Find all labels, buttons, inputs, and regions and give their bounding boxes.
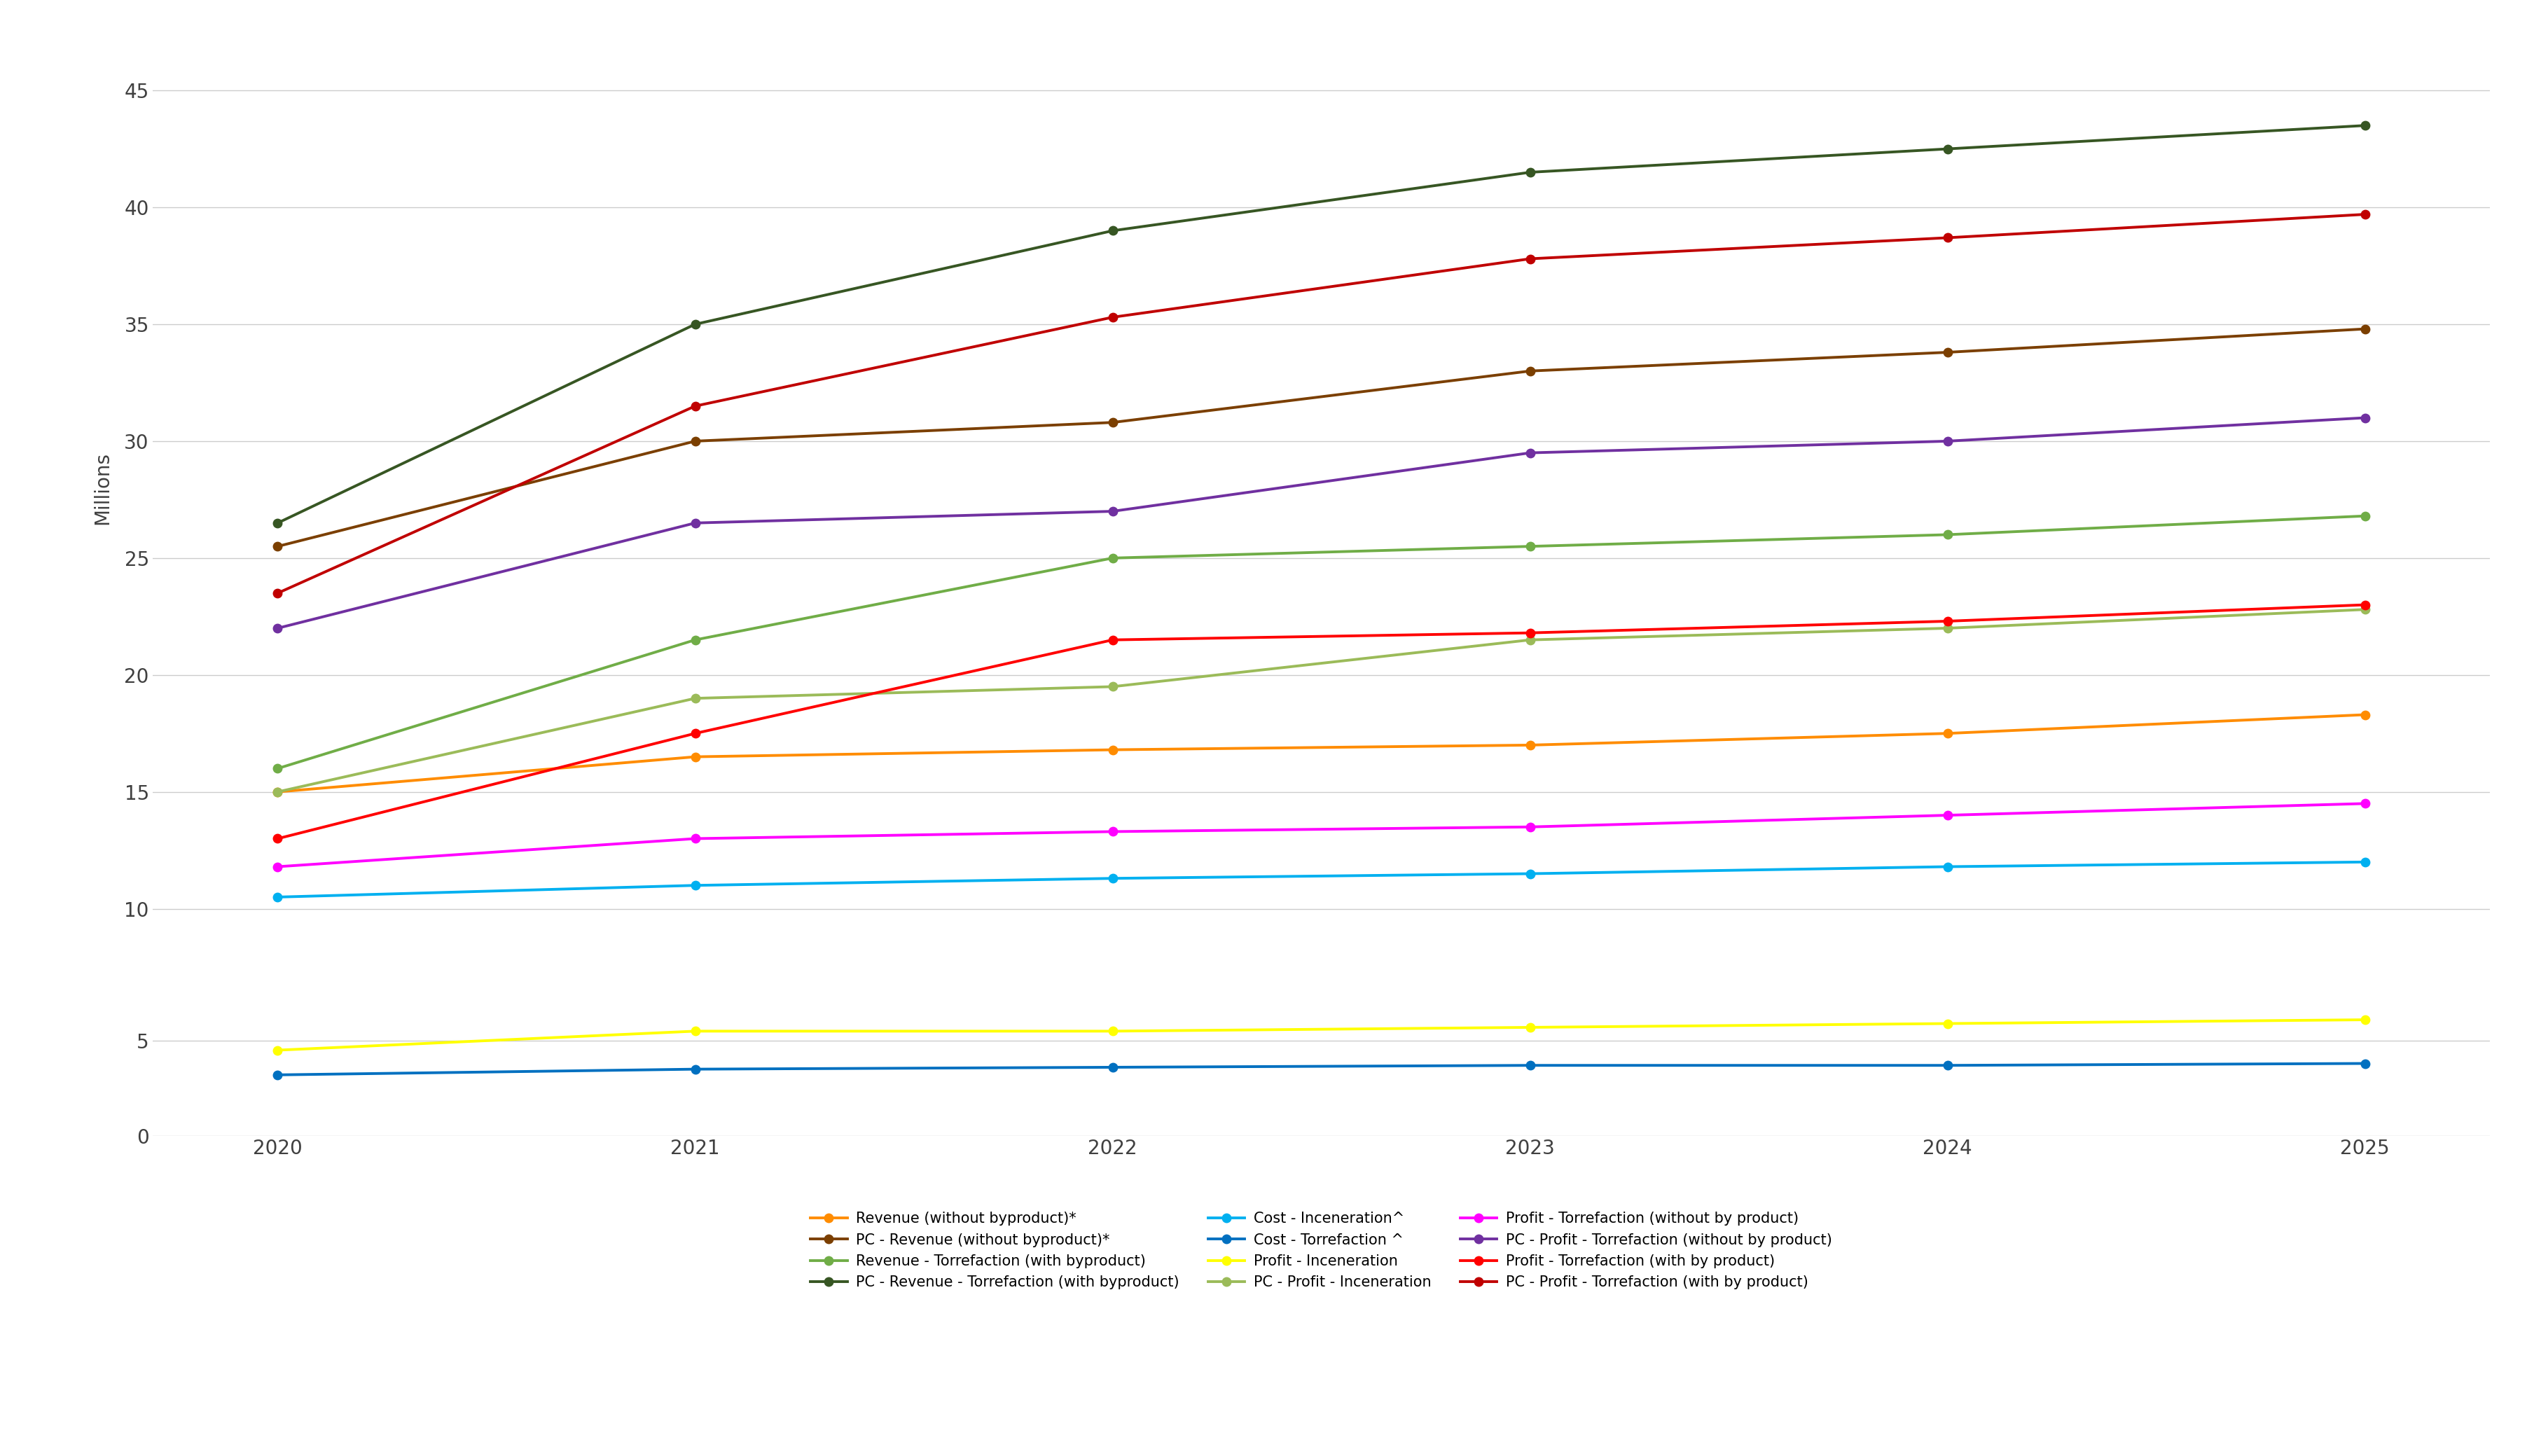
Revenue (without byproduct)* [1098,741,1128,759]
Cost - Inceneration^ [1514,865,1545,882]
PC - Revenue - Torrefaction (with byproduct) [262,514,292,531]
PC - Revenue (without byproduct)* [1098,414,1128,431]
Profit - Torrefaction (without by product) [681,830,711,847]
Profit - Torrefaction (with by product) [2350,596,2381,613]
PC - Profit - Torrefaction (with by product) [1098,309,1128,326]
PC - Revenue - Torrefaction (with byproduct) [681,316,711,333]
Line: Cost - Torrefaction ^: Cost - Torrefaction ^ [274,1050,2368,1072]
PC - Revenue - Torrefaction (with byproduct) [1931,140,1962,157]
Cost - Torrefaction ^ [1098,1050,1128,1067]
PC - Revenue (without byproduct)* [1931,344,1962,361]
Line: PC - Revenue - Torrefaction (with byproduct): PC - Revenue - Torrefaction (with byprod… [274,121,2368,527]
PC - Profit - Torrefaction (without by product) [1931,432,1962,450]
Line: Revenue (without byproduct)*: Revenue (without byproduct)* [274,711,2368,796]
Cost - Inceneration^ [2350,853,2381,871]
PC - Profit - Inceneration [262,783,292,801]
Cost - Torrefaction ^ [262,1059,292,1076]
PC - Revenue (without byproduct)* [681,432,711,450]
Revenue - Torrefaction (with byproduct) [262,760,292,778]
Revenue (without byproduct)* [681,748,711,766]
Revenue - Torrefaction (with byproduct) [2350,507,2381,524]
Line: Revenue - Torrefaction (with byproduct): Revenue - Torrefaction (with byproduct) [274,511,2368,773]
Revenue - Torrefaction (with byproduct) [1514,537,1545,555]
PC - Profit - Inceneration [1514,630,1545,648]
Profit - Torrefaction (without by product) [1514,818,1545,836]
Revenue - Torrefaction (with byproduct) [681,630,711,648]
PC - Profit - Inceneration [1098,678,1128,696]
PC - Revenue (without byproduct)* [2350,320,2381,338]
Profit - Torrefaction (without by product) [1931,807,1962,824]
Cost - Inceneration^ [681,877,711,894]
Line: PC - Revenue (without byproduct)*: PC - Revenue (without byproduct)* [274,325,2368,550]
Profit - Inceneration [1931,996,1962,1013]
Revenue (without byproduct)* [1514,737,1545,754]
PC - Profit - Torrefaction (with by product) [1931,229,1962,246]
Cost - Torrefaction ^ [681,1053,711,1070]
PC - Profit - Torrefaction (with by product) [681,397,711,415]
Line: PC - Profit - Torrefaction (without by product): PC - Profit - Torrefaction (without by p… [274,414,2368,632]
PC - Profit - Torrefaction (without by product) [262,619,292,636]
Line: Profit - Torrefaction (with by product): Profit - Torrefaction (with by product) [274,600,2368,843]
Profit - Torrefaction (with by product) [1514,625,1545,642]
Revenue - Torrefaction (with byproduct) [1098,549,1128,566]
Profit - Torrefaction (with by product) [1931,613,1962,630]
Cost - Torrefaction ^ [1931,1047,1962,1064]
Line: PC - Profit - Inceneration: PC - Profit - Inceneration [274,606,2368,796]
Line: Cost - Inceneration^: Cost - Inceneration^ [274,858,2368,901]
Revenue (without byproduct)* [1931,725,1962,743]
Revenue (without byproduct)* [262,783,292,801]
Profit - Torrefaction (with by product) [681,725,711,743]
PC - Profit - Torrefaction (with by product) [262,584,292,601]
PC - Profit - Torrefaction (without by product) [681,514,711,531]
PC - Profit - Torrefaction (without by product) [1514,444,1545,462]
Cost - Inceneration^ [1098,869,1128,887]
Line: Profit - Torrefaction (without by product): Profit - Torrefaction (without by produc… [274,799,2368,871]
PC - Profit - Inceneration [1931,619,1962,636]
PC - Revenue - Torrefaction (with byproduct) [1098,221,1128,239]
Profit - Inceneration [262,1028,292,1045]
Profit - Inceneration [1098,1005,1128,1022]
PC - Revenue (without byproduct)* [1514,363,1545,380]
Revenue - Torrefaction (with byproduct) [1931,526,1962,543]
Y-axis label: Millions: Millions [94,451,112,524]
PC - Revenue - Torrefaction (with byproduct) [2350,116,2381,134]
Profit - Torrefaction (with by product) [1098,630,1128,648]
Profit - Inceneration [1514,1000,1545,1018]
Cost - Torrefaction ^ [2350,1045,2381,1063]
Line: Profit - Inceneration: Profit - Inceneration [274,996,2368,1041]
PC - Profit - Torrefaction (without by product) [2350,409,2381,427]
PC - Profit - Inceneration [681,690,711,708]
Legend: Revenue (without byproduct)*, PC - Revenue (without byproduct)*, Revenue - Torre: Revenue (without byproduct)*, PC - Reven… [803,1204,1840,1297]
Profit - Torrefaction (without by product) [262,858,292,875]
Profit - Inceneration [2350,992,2381,1009]
PC - Revenue (without byproduct)* [262,537,292,555]
Cost - Inceneration^ [1931,858,1962,875]
Revenue (without byproduct)* [2350,706,2381,724]
Profit - Torrefaction (with by product) [262,830,292,847]
Line: PC - Profit - Torrefaction (with by product): PC - Profit - Torrefaction (with by prod… [274,210,2368,597]
PC - Profit - Torrefaction (without by product) [1098,502,1128,520]
Profit - Torrefaction (without by product) [2350,795,2381,812]
Cost - Torrefaction ^ [1514,1047,1545,1064]
Cost - Inceneration^ [262,888,292,906]
PC - Revenue - Torrefaction (with byproduct) [1514,163,1545,181]
PC - Profit - Torrefaction (with by product) [1514,250,1545,268]
PC - Profit - Inceneration [2350,601,2381,619]
PC - Profit - Torrefaction (with by product) [2350,205,2381,223]
Profit - Torrefaction (without by product) [1098,823,1128,840]
Profit - Inceneration [681,1005,711,1022]
